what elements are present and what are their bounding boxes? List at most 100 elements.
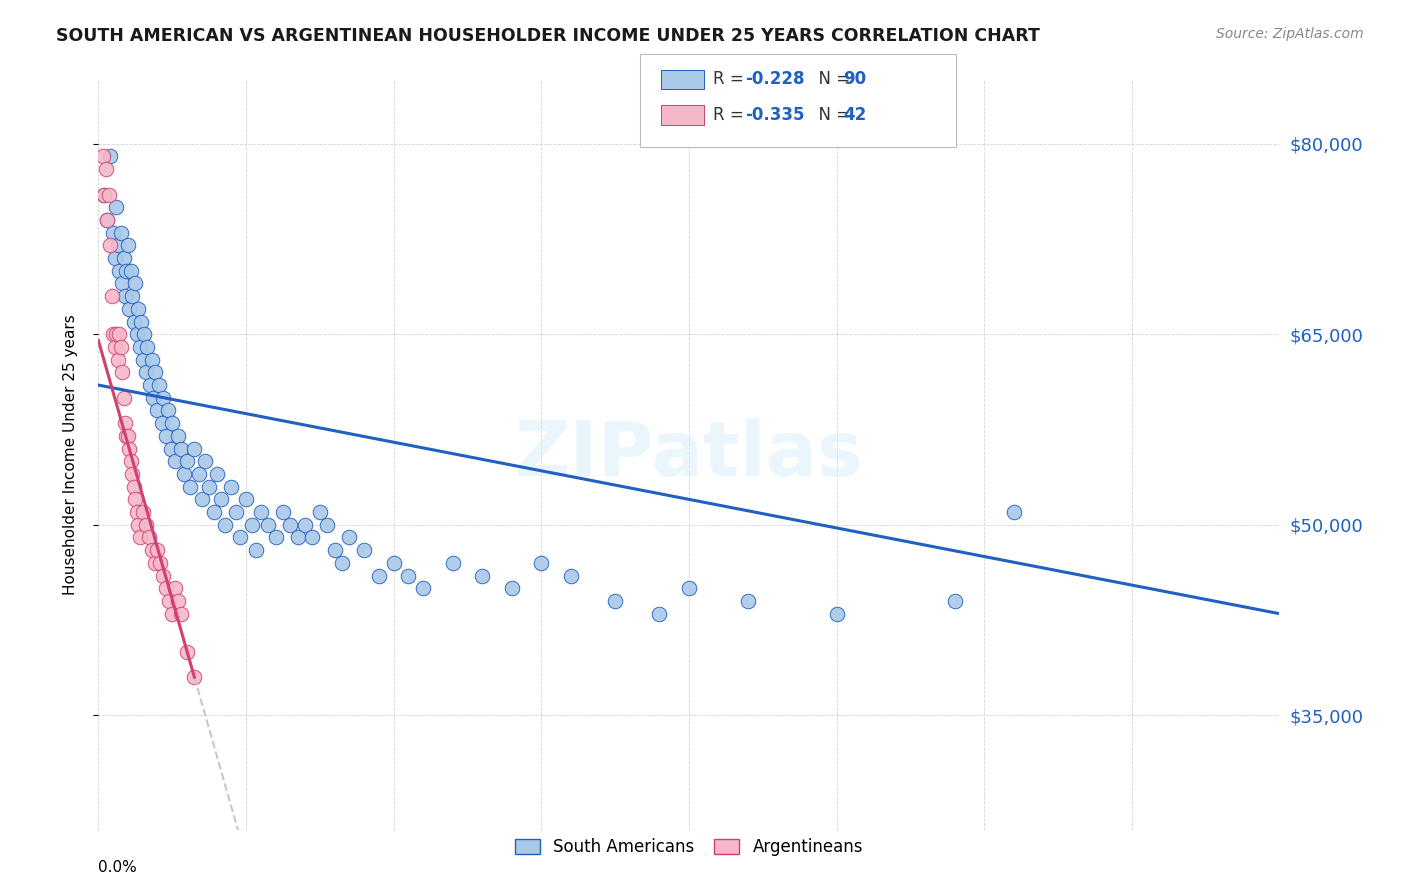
Legend: South Americans, Argentineans: South Americans, Argentineans bbox=[508, 831, 870, 863]
Point bbox=[194, 454, 217, 468]
Point bbox=[111, 365, 134, 379]
Point bbox=[141, 543, 163, 558]
Point bbox=[165, 581, 187, 595]
Point bbox=[167, 429, 190, 443]
Point bbox=[152, 568, 174, 582]
Text: 42: 42 bbox=[844, 106, 866, 124]
Point bbox=[648, 607, 671, 621]
Point bbox=[678, 581, 700, 595]
Point bbox=[165, 454, 187, 468]
Point bbox=[187, 467, 209, 481]
Point bbox=[146, 403, 169, 417]
Point bbox=[98, 149, 121, 163]
Point bbox=[157, 594, 180, 608]
Text: R =: R = bbox=[713, 70, 748, 88]
Point bbox=[825, 607, 848, 621]
Point bbox=[150, 416, 173, 430]
Point bbox=[353, 543, 375, 558]
Point bbox=[114, 289, 136, 303]
Point bbox=[202, 505, 225, 519]
Point bbox=[301, 531, 323, 545]
Text: SOUTH AMERICAN VS ARGENTINEAN HOUSEHOLDER INCOME UNDER 25 YEARS CORRELATION CHAR: SOUTH AMERICAN VS ARGENTINEAN HOUSEHOLDE… bbox=[56, 27, 1040, 45]
Point bbox=[155, 581, 177, 595]
Point bbox=[112, 391, 135, 405]
Point bbox=[110, 340, 132, 354]
Point bbox=[167, 594, 190, 608]
Point bbox=[105, 200, 128, 214]
Point bbox=[330, 556, 353, 570]
Point bbox=[142, 391, 165, 405]
Point bbox=[91, 149, 114, 163]
Point bbox=[287, 531, 309, 545]
Point bbox=[103, 226, 125, 240]
Point bbox=[382, 556, 405, 570]
Point bbox=[309, 505, 332, 519]
Text: R =: R = bbox=[713, 106, 748, 124]
Point bbox=[108, 327, 131, 342]
Point bbox=[134, 327, 156, 342]
Point bbox=[117, 429, 139, 443]
Point bbox=[294, 517, 316, 532]
Point bbox=[149, 556, 172, 570]
Point bbox=[115, 264, 138, 278]
Point bbox=[138, 531, 160, 545]
Point bbox=[156, 403, 179, 417]
Point bbox=[98, 238, 121, 252]
Y-axis label: Householder Income Under 25 years: Householder Income Under 25 years bbox=[63, 315, 77, 595]
Point bbox=[97, 187, 120, 202]
Point bbox=[127, 301, 149, 316]
Point bbox=[173, 467, 195, 481]
Point bbox=[114, 416, 136, 430]
Point bbox=[107, 238, 129, 252]
Point bbox=[128, 531, 150, 545]
Point bbox=[143, 365, 166, 379]
Point bbox=[103, 327, 125, 342]
Point bbox=[108, 264, 131, 278]
Point bbox=[339, 531, 361, 545]
Point bbox=[115, 429, 138, 443]
Point bbox=[221, 480, 243, 494]
Point bbox=[229, 531, 252, 545]
Point bbox=[170, 607, 193, 621]
Point bbox=[107, 352, 129, 367]
Point bbox=[121, 289, 143, 303]
Point bbox=[120, 264, 142, 278]
Point bbox=[118, 442, 141, 456]
Point bbox=[737, 594, 759, 608]
Point bbox=[183, 670, 205, 684]
Text: -0.228: -0.228 bbox=[745, 70, 804, 88]
Point bbox=[96, 213, 118, 227]
Point bbox=[398, 568, 420, 582]
Point bbox=[280, 517, 302, 532]
Point bbox=[136, 340, 159, 354]
Point bbox=[271, 505, 294, 519]
Point bbox=[94, 162, 117, 177]
Point bbox=[143, 556, 166, 570]
Point bbox=[501, 581, 523, 595]
Point bbox=[560, 568, 582, 582]
Point bbox=[235, 492, 257, 507]
Point bbox=[209, 492, 232, 507]
Point bbox=[127, 517, 149, 532]
Text: 90: 90 bbox=[844, 70, 866, 88]
Point bbox=[104, 251, 127, 265]
Point bbox=[152, 391, 174, 405]
Text: N =: N = bbox=[808, 70, 855, 88]
Point bbox=[214, 517, 236, 532]
Point bbox=[264, 531, 287, 545]
Point bbox=[135, 365, 157, 379]
Point bbox=[105, 327, 128, 342]
Point bbox=[125, 505, 148, 519]
Point bbox=[132, 352, 155, 367]
Point bbox=[135, 517, 157, 532]
Point bbox=[112, 251, 135, 265]
Point bbox=[100, 289, 122, 303]
Point bbox=[170, 442, 193, 456]
Point bbox=[121, 467, 143, 481]
Point bbox=[412, 581, 434, 595]
Point bbox=[179, 480, 201, 494]
Text: ZIPatlas: ZIPatlas bbox=[515, 418, 863, 491]
Point bbox=[111, 277, 134, 291]
Point bbox=[124, 277, 146, 291]
Point bbox=[139, 378, 162, 392]
